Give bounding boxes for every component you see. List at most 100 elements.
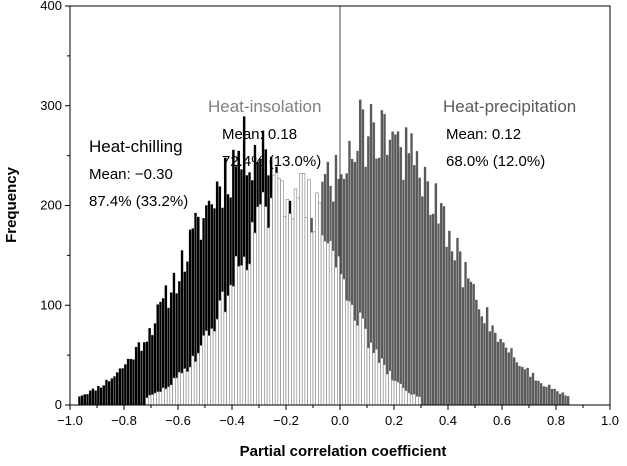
histogram-bar-heat-insolation: [417, 396, 422, 406]
annotation-heat-insolation-title: Heat-insolation: [208, 97, 321, 116]
histogram-bar-heat-precipitation: [391, 131, 395, 406]
histogram-bar-heat-precipitation: [558, 393, 562, 406]
histogram-bar-heat-precipitation: [536, 380, 540, 406]
histogram-bar-heat-precipitation: [553, 388, 557, 406]
histogram-bar-heat-chilling: [77, 396, 81, 406]
histogram-bar-heat-insolation: [269, 197, 273, 406]
annotation-heat-precipitation-title: Heat-precipitation: [443, 97, 576, 116]
histogram-bar-heat-precipitation: [550, 388, 554, 406]
histogram-bar-heat-insolation: [199, 345, 203, 406]
histogram-bar-heat-precipitation: [512, 357, 516, 406]
histogram-bar-heat-precipitation: [472, 283, 476, 406]
histogram-bar-heat-insolation: [220, 291, 225, 406]
histogram-bar-heat-insolation: [185, 371, 190, 406]
histogram-bar-heat-insolation: [239, 265, 244, 406]
histogram-bar-heat-precipitation: [431, 213, 435, 406]
histogram-bar-heat-precipitation: [458, 251, 462, 406]
histogram-bar-heat-insolation: [312, 231, 317, 406]
histogram-bar-heat-insolation: [412, 393, 416, 406]
histogram-bar-heat-precipitation: [480, 316, 484, 406]
histogram-bar-heat-insolation: [285, 198, 290, 406]
histogram-bar-heat-chilling: [113, 376, 117, 406]
histogram-bar-heat-insolation: [223, 311, 227, 406]
histogram-bar-heat-insolation: [161, 387, 165, 406]
axes: −1.0 −0.8 −0.6 −0.4 −0.2 0.0 0.2 0.4 0.6 0.8 1.0 0 1…: [40, 0, 619, 428]
histogram-bar-heat-chilling: [131, 359, 135, 406]
x-tick-label: 0.4: [439, 413, 457, 428]
y-tick-label: 400: [40, 0, 62, 13]
histogram-bar-heat-insolation: [326, 242, 330, 406]
histogram-bar-heat-precipitation: [545, 386, 549, 406]
histogram-bar-heat-insolation: [150, 394, 155, 406]
histogram-bar-heat-precipitation: [420, 196, 424, 406]
histogram-bar-heat-precipitation: [428, 214, 432, 406]
annotation-heat-chilling-mean: Mean: −0.30: [89, 166, 173, 183]
histogram-bar-heat-precipitation: [526, 367, 530, 406]
histogram-bar-heat-precipitation: [499, 338, 503, 406]
histogram-bar-heat-precipitation: [418, 177, 422, 406]
histogram-bar-heat-chilling: [123, 364, 127, 406]
histogram-bar-heat-chilling: [153, 323, 157, 406]
histogram-bar-heat-insolation: [169, 384, 173, 406]
histogram-bar-heat-chilling: [121, 368, 125, 406]
histogram-bar-heat-insolation: [388, 370, 392, 406]
histogram-bar-heat-precipitation: [385, 154, 389, 406]
histogram-bar-heat-chilling: [80, 395, 84, 406]
histogram-bar-heat-insolation: [191, 355, 195, 406]
histogram-bar-heat-precipitation: [396, 131, 400, 406]
histogram-bar-heat-precipitation: [474, 299, 478, 406]
histogram-bar-heat-insolation: [299, 173, 303, 406]
histogram-bar-heat-chilling: [96, 385, 100, 406]
histogram-bar-heat-chilling: [94, 390, 98, 406]
histogram-bar-heat-insolation: [156, 391, 160, 406]
histogram-bar-heat-precipitation: [534, 380, 538, 406]
histogram-bar-heat-insolation: [374, 348, 379, 406]
histogram-bar-heat-precipitation: [434, 183, 438, 406]
histogram-bar-heat-precipitation: [507, 352, 511, 406]
histogram-bar-heat-precipitation: [455, 237, 459, 406]
histogram-bar-heat-insolation: [158, 391, 163, 406]
histogram-bar-heat-insolation: [358, 312, 362, 406]
histogram-bar-heat-insolation: [188, 366, 192, 406]
histogram-bar-heat-insolation: [350, 304, 354, 406]
histogram-bar-heat-chilling: [91, 388, 95, 406]
histogram-bar-heat-precipitation: [496, 341, 500, 406]
annotation-heat-precipitation-stats: 68.0% (12.0%): [446, 153, 545, 170]
histogram-bar-heat-insolation: [183, 368, 187, 406]
histogram-bar-heat-insolation: [148, 394, 152, 406]
histogram-bar-heat-insolation: [202, 335, 206, 406]
histogram-bar-heat-precipitation: [447, 230, 451, 406]
histogram-bar-heat-insolation: [180, 372, 184, 406]
histogram-bar-heat-precipitation: [547, 384, 551, 406]
x-tick-label: 1.0: [601, 413, 619, 428]
histogram-bar-heat-precipitation: [561, 392, 565, 406]
histogram-bar-heat-insolation: [234, 255, 238, 406]
histogram-bar-heat-precipitation: [439, 202, 443, 406]
histogram-bar-heat-insolation: [401, 387, 406, 406]
histogram-bar-heat-precipitation: [466, 278, 470, 406]
histogram-bar-heat-chilling: [158, 301, 162, 406]
histogram-bar-heat-precipitation: [410, 132, 414, 406]
histogram-bar-heat-precipitation: [423, 166, 427, 406]
histogram-bar-heat-precipitation: [469, 281, 473, 406]
histogram-bar-heat-chilling: [140, 350, 144, 406]
histogram-bar-heat-insolation: [399, 383, 403, 406]
histogram-bar-heat-insolation: [307, 179, 311, 406]
histogram-bar-heat-insolation: [264, 206, 268, 406]
histogram-bar-heat-precipitation: [539, 382, 543, 406]
histogram-bar-heat-insolation: [345, 300, 349, 406]
histogram-bar-heat-precipitation: [485, 306, 489, 406]
histogram-bar-heat-precipitation: [464, 261, 468, 406]
histogram-bar-heat-insolation: [242, 256, 246, 406]
histogram-bar-heat-precipitation: [426, 181, 430, 406]
histogram-bar-heat-precipitation: [450, 251, 454, 406]
x-tick-label: −0.4: [219, 413, 245, 428]
histogram-bar-heat-chilling: [129, 358, 133, 406]
histogram-bar-heat-chilling: [142, 341, 146, 406]
histogram-bar-heat-insolation: [331, 250, 335, 406]
histogram-bar-heat-insolation: [366, 347, 371, 406]
histogram-bar-heat-insolation: [323, 240, 327, 406]
y-tick-label: 300: [40, 98, 62, 113]
histogram-bar-heat-precipitation: [404, 127, 408, 406]
histogram-bar-heat-insolation: [318, 202, 322, 406]
